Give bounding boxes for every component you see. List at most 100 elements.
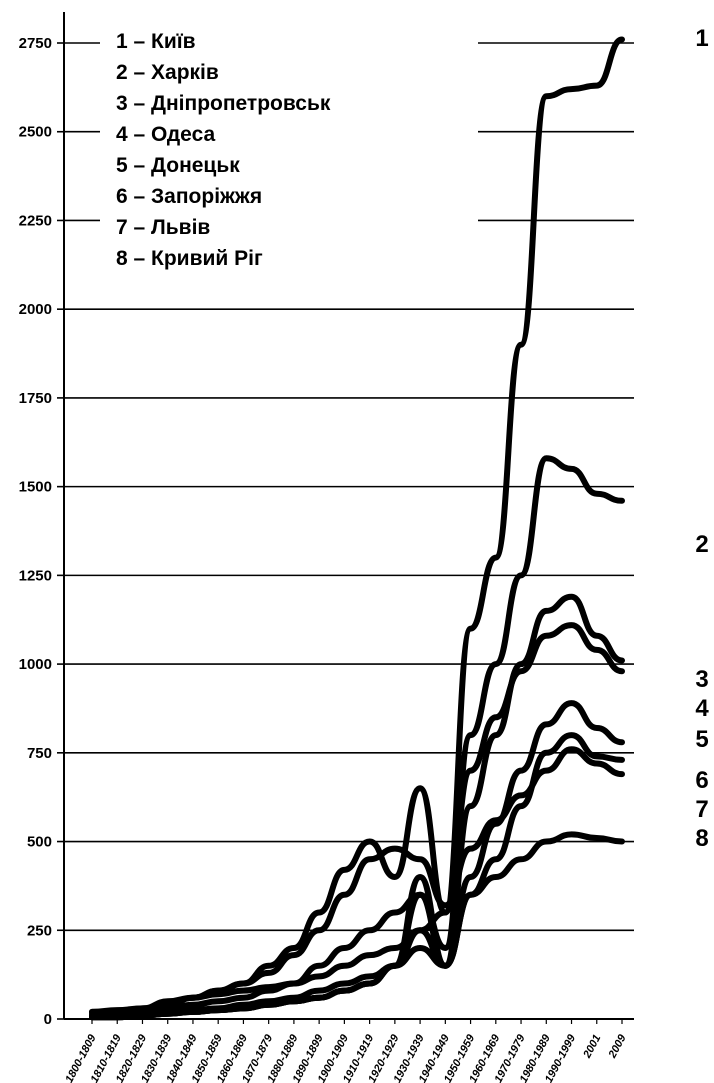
series-7-point [594, 760, 600, 766]
series-2-point [518, 572, 524, 578]
series-8-point [240, 1005, 246, 1011]
series-1-point [316, 973, 322, 979]
series-7-point [341, 892, 347, 898]
axes [63, 12, 634, 1020]
series-2-point [190, 1002, 196, 1008]
series-8-point [190, 1009, 196, 1015]
series-7-point [468, 846, 474, 852]
series-3-point [316, 988, 322, 994]
series-2-point [392, 910, 398, 916]
series-8-point [316, 995, 322, 1001]
series-3-point [594, 633, 600, 639]
series-2-point [543, 455, 549, 461]
series-2-point [619, 498, 625, 504]
series-3-point [493, 732, 499, 738]
y-tick-label: 250 [27, 922, 52, 939]
y-tick-label: 2250 [19, 212, 52, 229]
series-8-point [619, 839, 625, 845]
series-line-7 [89, 746, 625, 1015]
series-2-point [266, 988, 272, 994]
series-3-point [367, 973, 373, 979]
series-7-point [266, 970, 272, 976]
legend-entry: 4 – Одеса [116, 123, 216, 146]
series-1-point [543, 93, 549, 99]
series-7-point [569, 746, 575, 752]
series-7-point [417, 856, 423, 862]
end-label: 2 [695, 531, 708, 558]
series-6-point [594, 753, 600, 759]
series-7-point [543, 768, 549, 774]
series-8-point [518, 856, 524, 862]
series-8-point [417, 892, 423, 898]
series-3-point [569, 594, 575, 600]
series-3-point [417, 945, 423, 951]
series-6-point [543, 750, 549, 756]
series-7-point [190, 995, 196, 1001]
series-7-point [518, 792, 524, 798]
series-4-point [543, 633, 549, 639]
series-line-8 [89, 831, 625, 1021]
series-7-point [316, 927, 322, 933]
series-7-point [89, 1009, 95, 1015]
series-1-point [518, 342, 524, 348]
x-tick-label: 2001 [581, 1033, 604, 1061]
series-7-point [442, 902, 448, 908]
series-1-point [594, 83, 600, 89]
series-4-point [392, 874, 398, 880]
series-2-point [367, 927, 373, 933]
y-tick-labels: 0 250 500 750 1000 1250 1500 1750 2000 2250 2500 27… [19, 35, 52, 1028]
series-2-point [468, 732, 474, 738]
legend-entry: 6 – Запоріжжя [116, 185, 262, 208]
series-1-point [392, 945, 398, 951]
series-line-2 [89, 455, 625, 1017]
series-3-point [468, 803, 474, 809]
series-6-point [619, 757, 625, 763]
series-4-point [291, 945, 297, 951]
series-6-point [417, 874, 423, 880]
series-4-point [468, 768, 474, 774]
end-label: 6 [695, 767, 708, 794]
y-tick-label: 1250 [19, 567, 52, 584]
series-4-point [594, 647, 600, 653]
series-8-point [594, 835, 600, 841]
series-5-point [594, 725, 600, 731]
series-2-point [291, 981, 297, 987]
series-8-point [569, 831, 575, 837]
series-8-point [291, 998, 297, 1004]
legend-entry: 8 – Кривий Ріг [116, 247, 263, 270]
legend-entry: 1 – Київ [116, 30, 196, 53]
end-labels: 1 2 34 5 678 [695, 25, 709, 852]
legend-entry: 3 – Дніпропетровськ [116, 92, 331, 115]
series-4-point [569, 622, 575, 628]
y-tick-label: 2000 [19, 301, 52, 318]
series-1-point [240, 988, 246, 994]
series-2-point [341, 945, 347, 951]
legend-entry: 5 – Донецьк [116, 154, 240, 177]
legend-entry: 2 – Харків [116, 61, 219, 84]
y-tick-label: 1750 [19, 390, 52, 407]
series-8-point [367, 981, 373, 987]
series-4-point [266, 963, 272, 969]
series-8-point [493, 874, 499, 880]
series-3-point [619, 658, 625, 664]
series-7-point [240, 981, 246, 987]
series-3-point [341, 981, 347, 987]
y-tick-label: 2500 [19, 124, 52, 141]
series-5-point [569, 700, 575, 706]
series-5-point [417, 927, 423, 933]
series-3-point [518, 661, 524, 667]
y-tick-label: 750 [27, 745, 52, 762]
series-7-point [291, 952, 297, 958]
series-7-point [139, 1005, 145, 1011]
series-2-point [316, 963, 322, 969]
end-label: 8 [695, 825, 708, 852]
series-4-point [518, 668, 524, 674]
series-4-point [316, 910, 322, 916]
x-tick-label: 2009 [606, 1032, 629, 1061]
y-tick-label: 0 [44, 1011, 52, 1028]
series-1-point [569, 86, 575, 92]
y-tick-label: 500 [27, 834, 52, 851]
series-4-point [619, 668, 625, 674]
series-6-point [569, 732, 575, 738]
